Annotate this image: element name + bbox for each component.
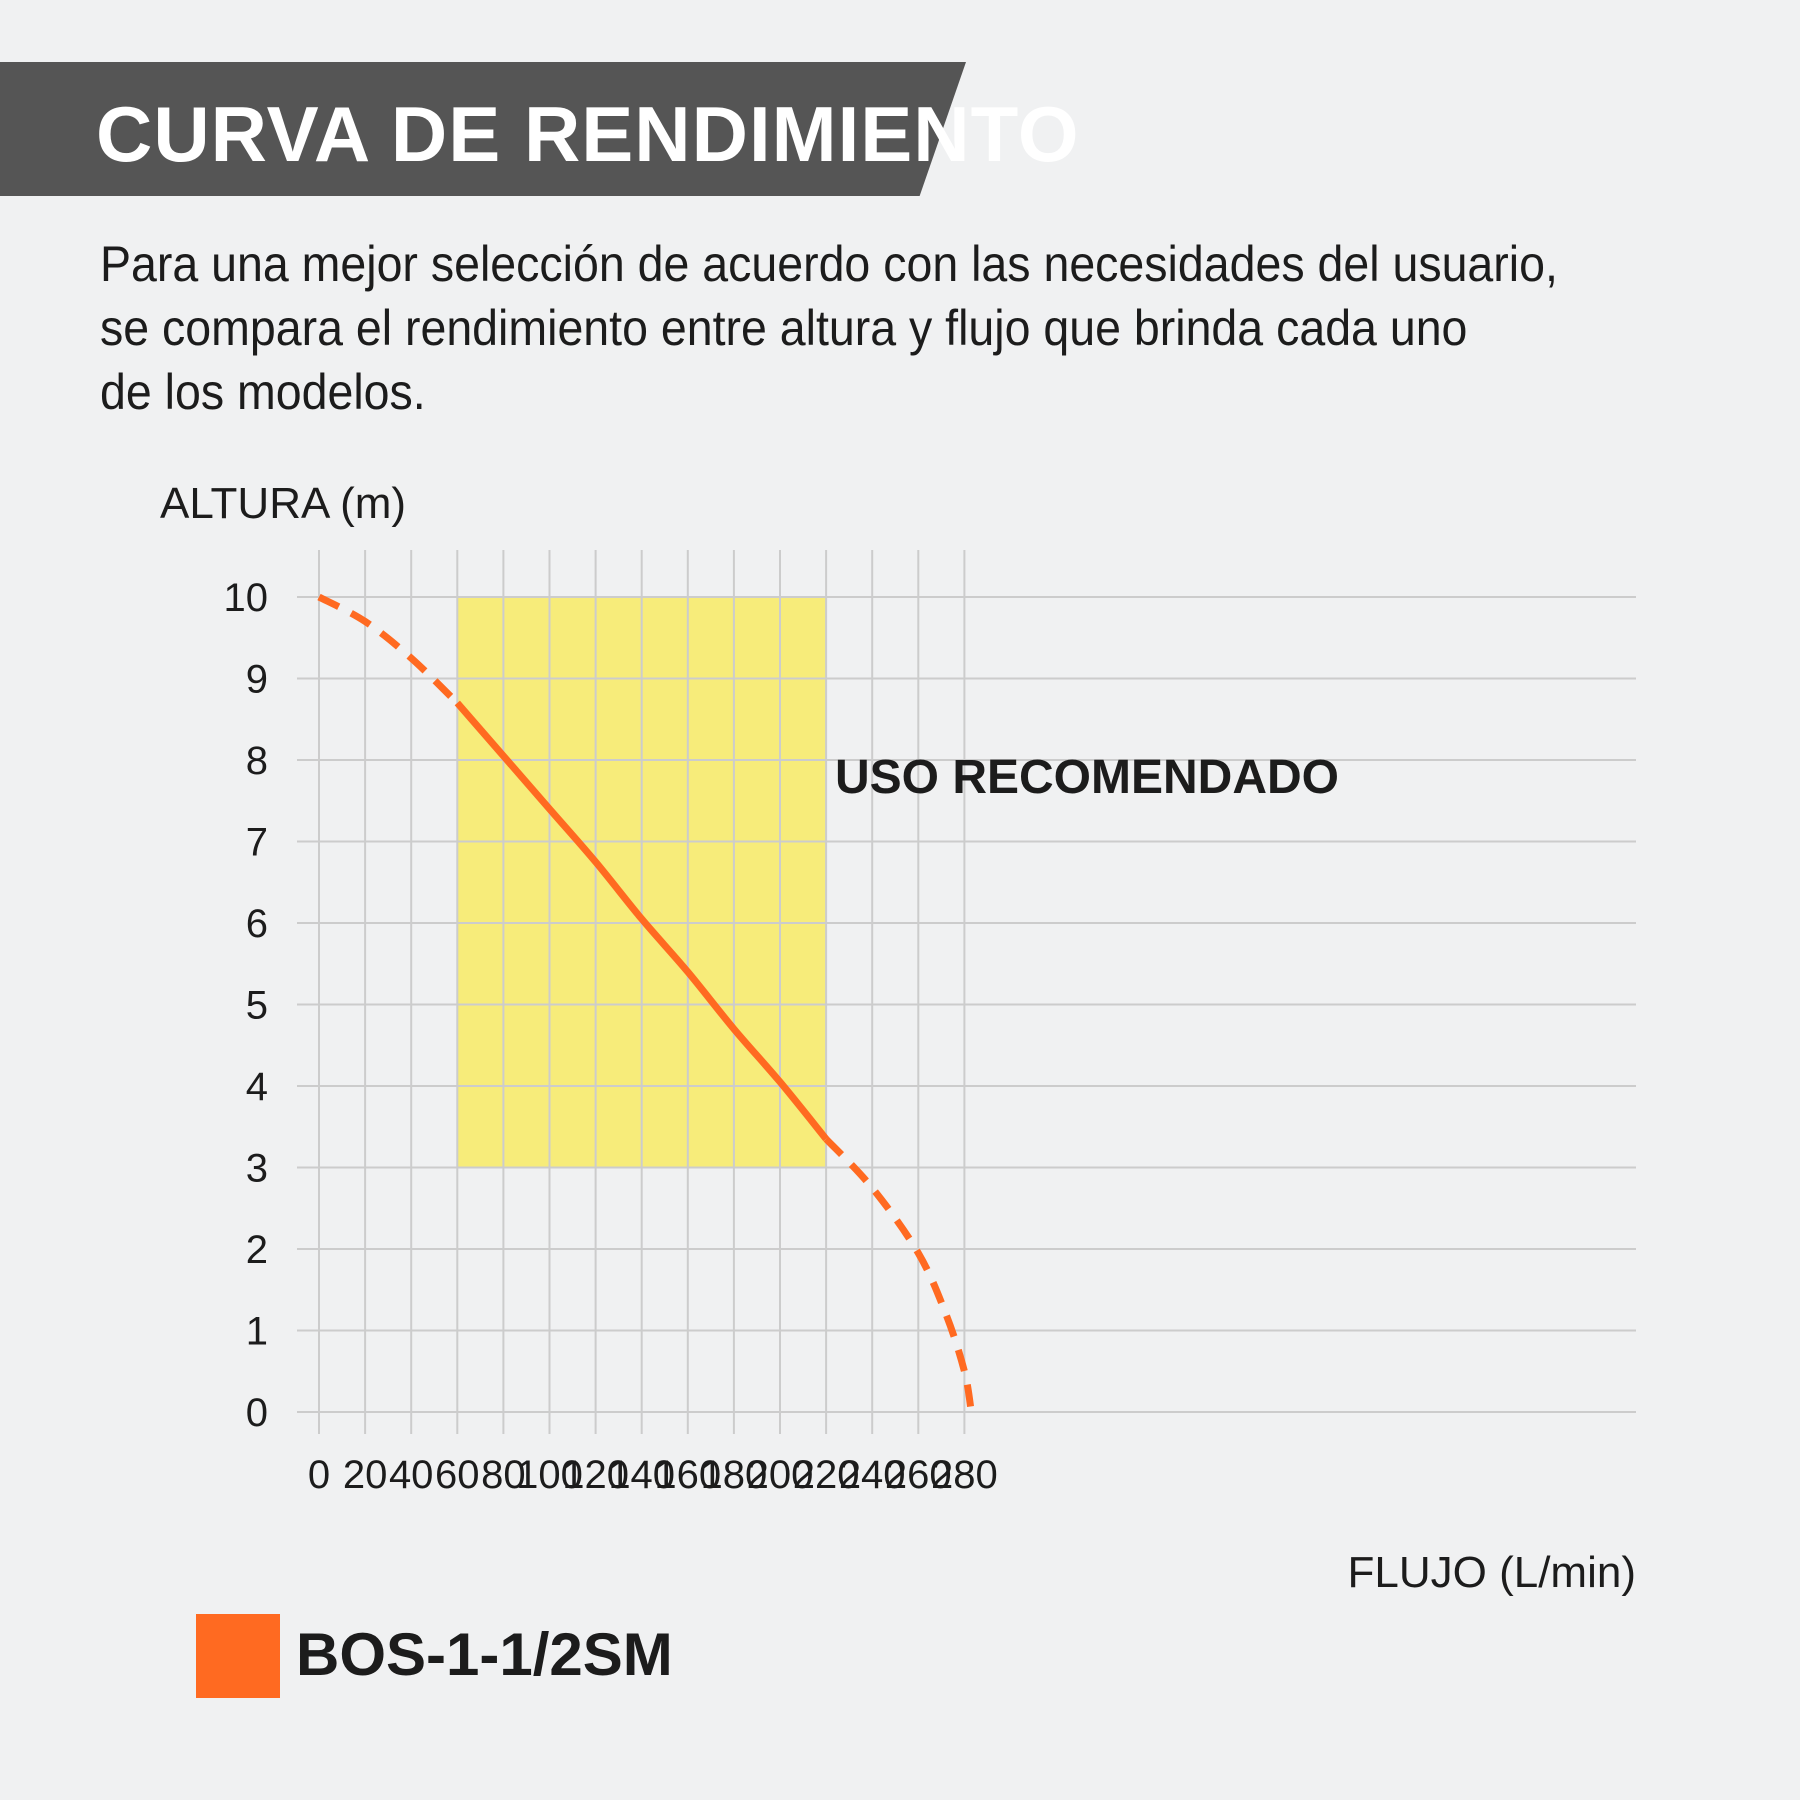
page-title: CURVA DE RENDIMIENTO: [96, 90, 1080, 178]
x-tick-label: 100: [516, 1453, 583, 1497]
x-tick-label: 60: [435, 1453, 480, 1497]
description-line: de los modelos.: [100, 364, 426, 420]
legend-swatch: [196, 1614, 280, 1698]
y-tick-label: 8: [246, 739, 268, 783]
y-tick-label: 5: [246, 984, 268, 1028]
x-tick-label: 140: [608, 1453, 675, 1497]
y-tick-label: 6: [246, 902, 268, 946]
y-tick-label: 3: [246, 1147, 268, 1191]
x-tick-label: 280: [931, 1453, 998, 1497]
description-line: Para una mejor selección de acuerdo con …: [100, 236, 1558, 292]
x-tick-label: 200: [747, 1453, 814, 1497]
title-banner: [0, 62, 966, 196]
y-tick-label: 0: [246, 1391, 268, 1435]
y-tick-label: 9: [246, 658, 268, 702]
y-tick-label: 4: [246, 1065, 268, 1109]
y-tick-label: 7: [246, 821, 268, 865]
y-tick-label: 2: [246, 1228, 268, 1272]
x-tick-label: 220: [793, 1453, 860, 1497]
y-tick-label: 10: [224, 576, 269, 620]
series-line-solid: [454, 700, 829, 1142]
recommended-zone-label: USO RECOMENDADO: [835, 751, 1339, 804]
x-tick-label: 20: [343, 1453, 388, 1497]
series-line-dashed-start: [317, 593, 460, 706]
x-tick-label: 0: [308, 1453, 330, 1497]
x-tick-label: 260: [885, 1453, 952, 1497]
x-tick-label: 160: [654, 1453, 721, 1497]
x-tick-label: 240: [839, 1453, 906, 1497]
x-tick-label: 120: [562, 1453, 629, 1497]
legend-label: BOS-1-1/2SM: [296, 1621, 673, 1688]
y-axis-label: ALTURA (m): [160, 479, 406, 528]
description-line: se compara el rendimiento entre altura y…: [100, 300, 1468, 356]
y-tick-label: 1: [246, 1310, 268, 1354]
x-tick-label: 40: [389, 1453, 434, 1497]
x-axis-label: FLUJO (L/min): [1348, 1548, 1636, 1597]
series-line-dashed-end: [823, 1136, 975, 1413]
x-tick-label: 180: [701, 1453, 768, 1497]
description: Para una mejor selección de acuerdo con …: [100, 232, 1625, 424]
x-tick-label: 80: [481, 1453, 526, 1497]
